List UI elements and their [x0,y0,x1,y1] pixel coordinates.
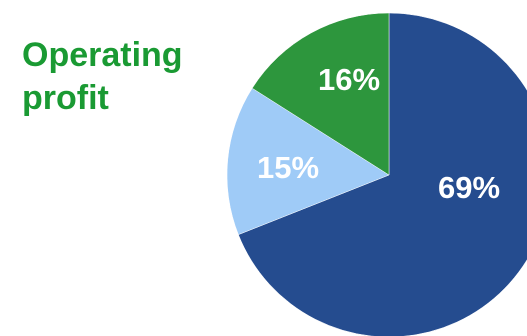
pie-slice-2 [226,87,390,235]
chart-title-line-2: profit [22,78,109,117]
chart-title: Operating profit [22,34,232,119]
pie-slice-1 [238,12,527,336]
pie-slice-3 [251,12,390,176]
pie-slice-label-3: 16% [318,62,380,97]
chart-title-line-1: Operating [22,36,183,74]
pie-labels: 69% 15% 16% [257,62,500,205]
pie-slice-label-2: 15% [257,150,319,185]
pie-slice-label-1: 69% [438,170,500,205]
pie-slices [226,12,527,336]
